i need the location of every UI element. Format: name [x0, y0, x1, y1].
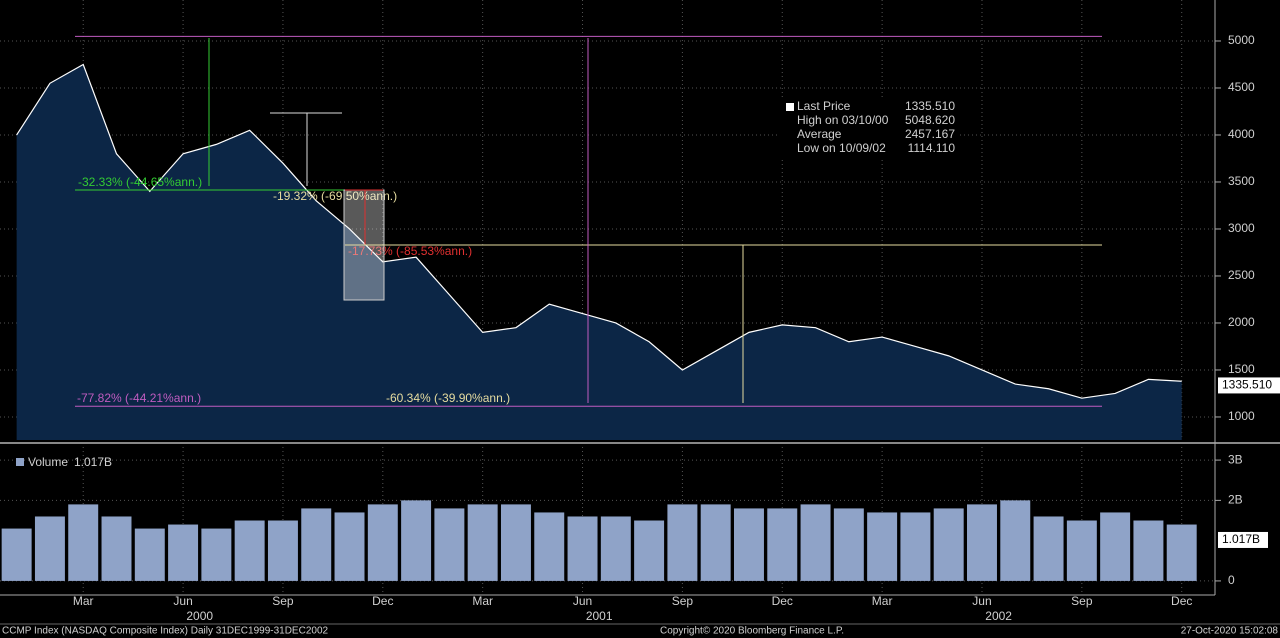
volume-bar: [201, 528, 232, 581]
plot-layer: 1000 1500 2000 2500 3000 3500 4000 4500 5000 Mar J…: [0, 0, 1280, 623]
stat-name: Last Price: [797, 99, 851, 113]
legend-swatch: [16, 458, 24, 466]
volume-bar: [1066, 520, 1097, 581]
stat-name: Average: [797, 127, 842, 141]
stat-name: Low on 10/09/02: [797, 141, 886, 155]
volume-bar: [900, 512, 931, 581]
volume-bar: [534, 512, 565, 581]
y-tick-label: 2000: [1228, 315, 1255, 329]
volume-bar: [767, 508, 798, 581]
volume-bar: [134, 528, 165, 581]
volume-bar: [1166, 524, 1197, 581]
volume-bar: [667, 504, 698, 581]
stat-value: 1335.510: [905, 99, 955, 113]
stat-name: High on 03/10/00: [797, 113, 889, 127]
y-tick-label: 2B: [1228, 493, 1243, 507]
volume-bar: [600, 516, 631, 581]
stats-box: [778, 98, 960, 160]
year-label: 2001: [586, 609, 613, 623]
footer-right: 27-Oct-2020 15:02:08: [1181, 626, 1279, 637]
volume-bar: [334, 512, 365, 581]
y-tick-label: 3B: [1228, 452, 1243, 466]
y-tick-label: 4000: [1228, 127, 1255, 141]
y-tick-label: 2500: [1228, 268, 1255, 282]
annotation: -60.34% (-39.90%ann.): [386, 391, 510, 405]
volume-bar: [301, 508, 332, 581]
volume-bar: [933, 508, 964, 581]
volume-bar: [401, 500, 432, 581]
annotation: -19.32% (-69.50%ann.): [273, 189, 397, 203]
volume-bar: [367, 504, 398, 581]
y-tick-label: 3000: [1228, 221, 1255, 235]
legend-swatch: [786, 103, 794, 111]
x-tick-label: Dec: [372, 594, 393, 608]
volume-bar: [1133, 520, 1164, 581]
footer-center: Copyright© 2020 Bloomberg Finance L.P.: [660, 626, 844, 637]
annotation: -17.73% (-85.53%ann.): [348, 244, 472, 258]
y-tick-label: 5000: [1228, 33, 1255, 47]
year-label: 2000: [186, 609, 213, 623]
last-tag: [1218, 377, 1280, 394]
stat-value: 5048.620: [905, 113, 955, 127]
y-tick-label: 1000: [1228, 409, 1255, 423]
y-tick-label: 1500: [1228, 362, 1255, 376]
volume-bar: [800, 504, 831, 581]
legend-value: 1.017B: [74, 455, 112, 469]
volume-bar: [634, 520, 665, 581]
volume-bar: [700, 504, 731, 581]
volume-bar: [500, 504, 531, 581]
volume-bar: [34, 516, 65, 581]
volume-bar: [567, 516, 598, 581]
y-tick-label: 3500: [1228, 174, 1255, 188]
stat-value: 1114.110: [908, 141, 956, 155]
price-line: [16, 63, 1182, 399]
last-tag: [1218, 531, 1268, 548]
volume-bar: [234, 520, 265, 581]
x-tick-label: Sep: [672, 594, 694, 608]
price-area: [16, 64, 1182, 441]
volume-bar: [867, 512, 898, 581]
x-tick-label: Sep: [1071, 594, 1093, 608]
footer-left: CCMP Index (NASDAQ Composite Index) Dail…: [2, 626, 329, 637]
annotation: -77.82% (-44.21%ann.): [77, 391, 201, 405]
x-tick-label: Mar: [872, 594, 893, 608]
y-tick-label: 4500: [1228, 80, 1255, 94]
volume-bar: [1033, 516, 1064, 581]
last-tag-label: 1335.510: [1222, 378, 1272, 392]
legend-name: Volume: [28, 455, 68, 469]
x-tick-label: Mar: [73, 594, 94, 608]
x-tick-label: Jun: [573, 594, 592, 608]
x-tick-label: Dec: [1171, 594, 1192, 608]
x-tick-label: Jun: [173, 594, 192, 608]
x-tick-label: Jun: [972, 594, 991, 608]
last-tag-label: 1.017B: [1222, 532, 1260, 546]
volume-bar: [1100, 512, 1131, 581]
volume-bar: [733, 508, 764, 581]
x-tick-label: Mar: [472, 594, 493, 608]
volume-bar: [967, 504, 997, 581]
volume-bar: [833, 508, 864, 581]
stat-value: 2457.167: [905, 127, 955, 141]
annotation: -32.33% (-44.65%ann.): [78, 175, 202, 189]
volume-bar: [1000, 500, 1031, 581]
volume-bar: [434, 508, 465, 581]
volume-bar: [168, 524, 199, 581]
volume-bar: [467, 504, 498, 581]
y-tick-label: 0: [1228, 573, 1235, 587]
volume-bar: [101, 516, 132, 581]
x-tick-label: Sep: [272, 594, 294, 608]
x-tick-label: Dec: [772, 594, 793, 608]
volume-bar: [1, 528, 32, 581]
volume-bar: [267, 520, 298, 581]
annotation-drawings: [75, 38, 1102, 403]
volume-bar: [68, 504, 99, 581]
year-label: 2002: [985, 609, 1012, 623]
